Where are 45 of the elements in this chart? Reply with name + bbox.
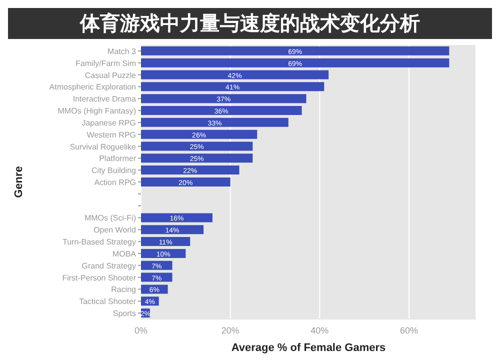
bar <box>141 82 324 92</box>
y-tick-label: Survival Roguelike <box>70 142 137 152</box>
y-tick-label: Action RPG <box>94 178 136 187</box>
y-tick-label: City Building <box>92 166 136 176</box>
y-tick-label: Casual Puzzle <box>84 70 137 80</box>
y-tick-label: Turn-Based Strategy <box>62 238 136 247</box>
bar <box>141 213 212 222</box>
bar <box>141 118 288 127</box>
bar <box>141 94 306 104</box>
x-axis-title: Average % of Female Gamers <box>231 342 386 354</box>
y-tick-label: Atmospheric Exploration <box>49 82 136 92</box>
y-tick-label: Japanese RPG <box>82 118 136 128</box>
bar <box>141 130 258 139</box>
bar <box>141 154 253 163</box>
y-tick-label: Tactical Shooter <box>79 297 136 306</box>
y-tick-label: MMOs (High Fantasy) <box>58 106 136 116</box>
bar <box>141 272 172 282</box>
bar <box>141 58 450 68</box>
x-tick-label: 60% <box>400 325 418 336</box>
bar <box>141 260 172 270</box>
x-tick-label: 40% <box>310 325 329 336</box>
y-tick-label: Western RPG <box>86 130 136 140</box>
y-tick-label: Family/Farm Sim <box>76 58 136 68</box>
y-tick-label: Racing <box>111 285 136 294</box>
bar <box>141 225 204 234</box>
y-tick-label: Match 3 <box>108 46 137 56</box>
bar <box>141 166 240 175</box>
chart-title: 体育游戏中力量与速度的战术变化分析 <box>8 8 492 39</box>
y-axis-title: Genre <box>12 166 25 198</box>
bar <box>141 46 450 56</box>
bar <box>141 142 253 151</box>
y-tick-label: Interactive Drama <box>72 94 137 104</box>
y-tick-label: MOBA <box>112 249 137 258</box>
bar <box>141 237 190 246</box>
bar <box>141 70 329 80</box>
bar <box>141 106 302 115</box>
y-tick-label: Sports <box>112 309 136 318</box>
y-tick-label: MMOs (Sci-Fi) <box>84 214 136 223</box>
bar <box>141 177 230 186</box>
y-tick-label: First-Person Shooter <box>62 273 136 282</box>
y-tick-label: Grand Strategy <box>82 261 136 270</box>
y-tick-label: Platformer <box>99 154 136 164</box>
x-tick-label: 0% <box>134 325 148 336</box>
x-tick-label: 20% <box>221 325 240 336</box>
y-tick-label: Open World <box>93 226 136 235</box>
